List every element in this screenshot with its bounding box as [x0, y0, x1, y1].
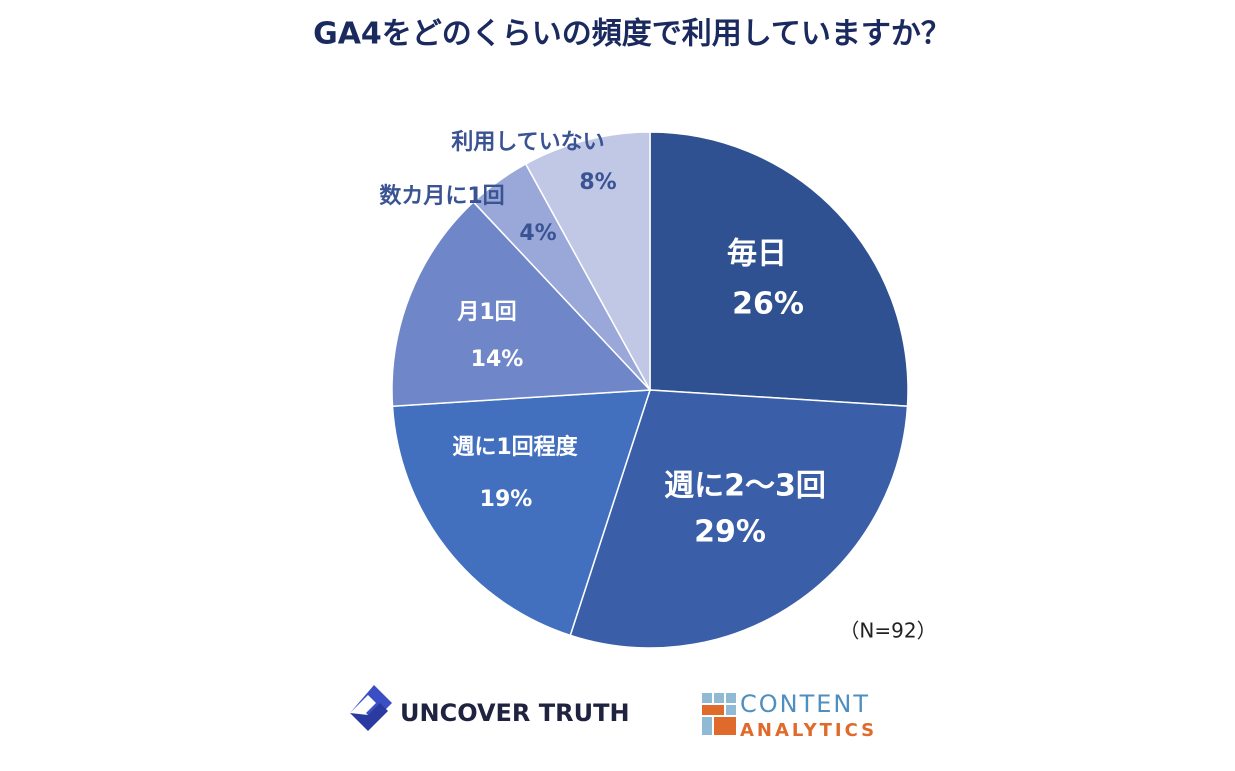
data-label: 4% [519, 221, 556, 246]
pie-slice [524, 131, 651, 391]
logo-icon [702, 693, 712, 703]
logo-icon [726, 693, 736, 703]
logo-icon [702, 705, 724, 715]
note: （N=92） [839, 619, 936, 643]
data-label: 8% [579, 170, 616, 195]
logo-text: UNCOVER TRUTH [400, 699, 630, 727]
slice-label: 月1回 [456, 300, 516, 325]
logo-text: CONTENT [740, 690, 870, 718]
data-label: 29% [694, 515, 766, 550]
data-label: 19% [480, 487, 533, 512]
chart-title: GA4をどのくらいの頻度で利用していますか？ [313, 17, 951, 52]
pie-slice [391, 200, 652, 407]
slice-label: 数カ月に1回 [379, 183, 504, 209]
logo-icon [714, 717, 736, 735]
logo-text: ANALYTICS [740, 720, 877, 741]
data-label: 14% [471, 347, 524, 372]
logo-icon [726, 705, 736, 715]
logo-icon [714, 693, 724, 703]
pie-slice [649, 131, 909, 407]
uncover-logo: UNCOVER TRUTH [350, 685, 630, 731]
logo-icon [350, 703, 388, 731]
pie-slice [391, 389, 652, 637]
slice-label: 週に2〜3回 [664, 469, 826, 504]
slice-label: 毎日 [727, 237, 787, 272]
data-label: 26% [732, 287, 804, 322]
pie-slice [569, 389, 909, 649]
slice-label: 週に1回程度 [452, 434, 578, 460]
slice-label: 利用していない [451, 130, 604, 155]
content-analytics-logo: CONTENT ANALYTICS [702, 690, 877, 741]
logo-icon [702, 717, 712, 735]
